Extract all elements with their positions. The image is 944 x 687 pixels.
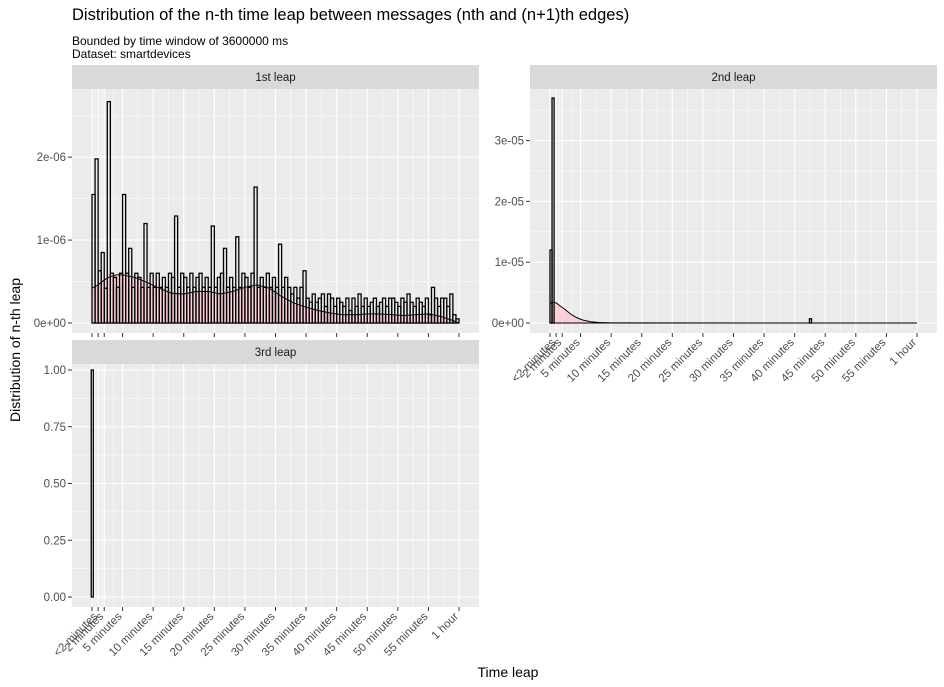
histogram-bar — [90, 369, 94, 598]
y-tick-label: 2e-06 — [37, 152, 66, 164]
histogram-bar — [253, 186, 258, 324]
y-tick-label: 0e+00 — [492, 318, 524, 330]
plot-panel-1st-leap: 0e+00 1e-06 2e-06 — [34, 89, 479, 337]
chart-subtitle-window: Bounded by time window of 3600000 ms — [72, 34, 289, 48]
y-tick-label: 0.75 — [44, 422, 66, 434]
y-tick-label: 1.00 — [44, 365, 66, 377]
y-tick-label: 0e+00 — [34, 318, 66, 330]
y-tick-label: 2e-05 — [495, 196, 524, 208]
y-tick-label: 0.25 — [44, 535, 66, 547]
chart-subtitle-dataset: Dataset: smartdevices — [72, 47, 191, 61]
histogram-bar — [424, 297, 430, 324]
histogram-bar — [143, 222, 148, 324]
histogram-bar — [222, 247, 228, 324]
y-tick-label: 1e-05 — [495, 257, 524, 269]
facet-label-1st-leap: 1st leap — [255, 72, 295, 84]
histogram-bar — [173, 215, 179, 324]
y-axis-title: Distribution of n-th leap — [7, 278, 23, 422]
x-axis-title: Time leap — [478, 664, 539, 680]
histogram-bar — [302, 270, 307, 324]
histogram-bar — [121, 193, 127, 324]
x-tick-label: 1 hour — [430, 611, 462, 643]
y-tick-label: 3e-05 — [495, 136, 524, 148]
facet-strip-2nd-leap — [530, 65, 937, 89]
facet-strip-3rd-leap — [72, 340, 479, 364]
histogram-bar — [235, 236, 240, 324]
histogram-bar — [808, 318, 813, 324]
histogram-bar — [277, 243, 283, 324]
y-tick-label: 0.00 — [44, 592, 66, 604]
histogram-bar — [455, 318, 460, 324]
histogram-bar — [551, 97, 555, 324]
histogram-bar — [106, 100, 112, 324]
y-tick-label: 0.50 — [44, 479, 66, 491]
x-tick-label: 1 hour — [888, 337, 920, 369]
facet-strip-1st-leap — [72, 65, 479, 89]
facet-3rd-leap: 3rd leap 0.000.250.500.751.00<2 minutes2… — [44, 340, 479, 659]
histogram-bar — [94, 158, 99, 324]
density-curve — [549, 301, 918, 324]
chart-title: Distribution of the n-th time leap betwe… — [72, 6, 630, 24]
histogram-bar — [449, 293, 454, 324]
facet-label-2nd-leap: 2nd leap — [711, 72, 755, 84]
y-tick-label: 1e-06 — [37, 235, 66, 247]
histogram-bar — [210, 225, 215, 324]
histogram-bar — [128, 247, 133, 324]
facet-label-3rd-leap: 3rd leap — [255, 347, 297, 359]
facet-1st-leap: 1st leap 0e+00 1e-06 2e-06 — [34, 65, 479, 337]
